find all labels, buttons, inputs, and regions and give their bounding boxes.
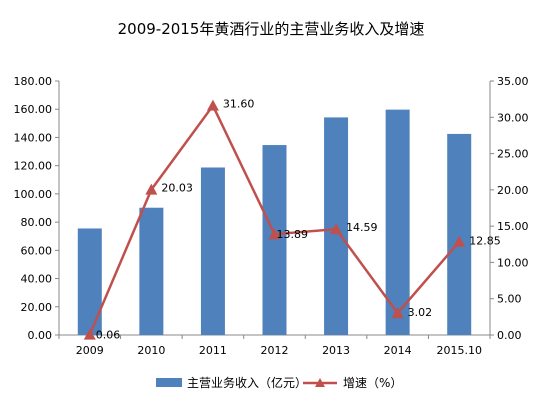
x-tick-label: 2010 [137, 344, 165, 357]
legend-marker-growth [315, 378, 325, 387]
left-tick-label: 20.00 [21, 301, 53, 314]
x-tick-label: 2009 [76, 344, 104, 357]
growth-data-label: 20.03 [161, 182, 193, 195]
right-tick-label: 30.00 [497, 111, 529, 124]
growth-marker [206, 99, 219, 111]
growth-marker [268, 228, 281, 240]
legend-label-growth: 增速（%） [343, 376, 402, 390]
left-tick-label: 180.00 [14, 75, 53, 88]
legend: 主营业务收入（亿元） 增速（%） [156, 375, 402, 390]
growth-data-label: 31.60 [223, 98, 255, 111]
left-tick-label: 100.00 [14, 188, 53, 201]
left-tick-label: 140.00 [14, 131, 53, 144]
x-tick-label: 2012 [261, 344, 289, 357]
right-tick-label: 15.00 [497, 220, 529, 233]
growth-data-label: 3.02 [408, 306, 433, 319]
x-tick-label: 2015.10 [436, 344, 482, 357]
right-tick-label: 35.00 [497, 75, 529, 88]
growth-marker [145, 183, 158, 195]
left-tick-label: 40.00 [21, 273, 53, 286]
left-tick-label: 0.00 [28, 329, 53, 342]
bar [77, 228, 102, 335]
right-tick-label: 10.00 [497, 256, 529, 269]
bar [139, 207, 164, 335]
left-tick-label: 120.00 [14, 160, 53, 173]
growth-data-label: 12.85 [469, 235, 501, 248]
right-tick-label: 20.00 [497, 184, 529, 197]
left-tick-label: 80.00 [21, 216, 53, 229]
growth-marker [391, 307, 404, 319]
growth-data-label: 14.59 [346, 221, 378, 234]
growth-marker [83, 328, 96, 340]
x-tick-label: 2014 [384, 344, 412, 357]
growth-data-label: 0.06 [96, 329, 121, 342]
bar [447, 133, 472, 335]
legend-swatch-revenue [156, 378, 182, 387]
growth-data-label: 13.89 [277, 228, 309, 241]
right-tick-label: 5.00 [497, 293, 522, 306]
growth-marker [330, 223, 343, 235]
bar [200, 167, 225, 335]
growth-marker [453, 235, 466, 247]
bar [262, 145, 287, 335]
chart-title: 2009-2015年黄酒行业的主营业务收入及增速 [118, 20, 425, 38]
x-tick-label: 2013 [322, 344, 350, 357]
left-tick-label: 160.00 [14, 103, 53, 116]
right-tick-label: 0.00 [497, 329, 522, 342]
x-tick-label: 2011 [199, 344, 227, 357]
bar [385, 109, 410, 335]
legend-label-revenue: 主营业务收入（亿元） [187, 375, 307, 390]
axes: 0.00 20.00 40.00 60.00 80.00 100.00 120.00 140.… [14, 75, 529, 357]
left-tick-label: 60.00 [21, 244, 53, 257]
right-tick-label: 25.00 [497, 148, 529, 161]
line-series: 0.06 20.03 31.60 13.89 14.59 3.02 12.85 [83, 98, 501, 342]
